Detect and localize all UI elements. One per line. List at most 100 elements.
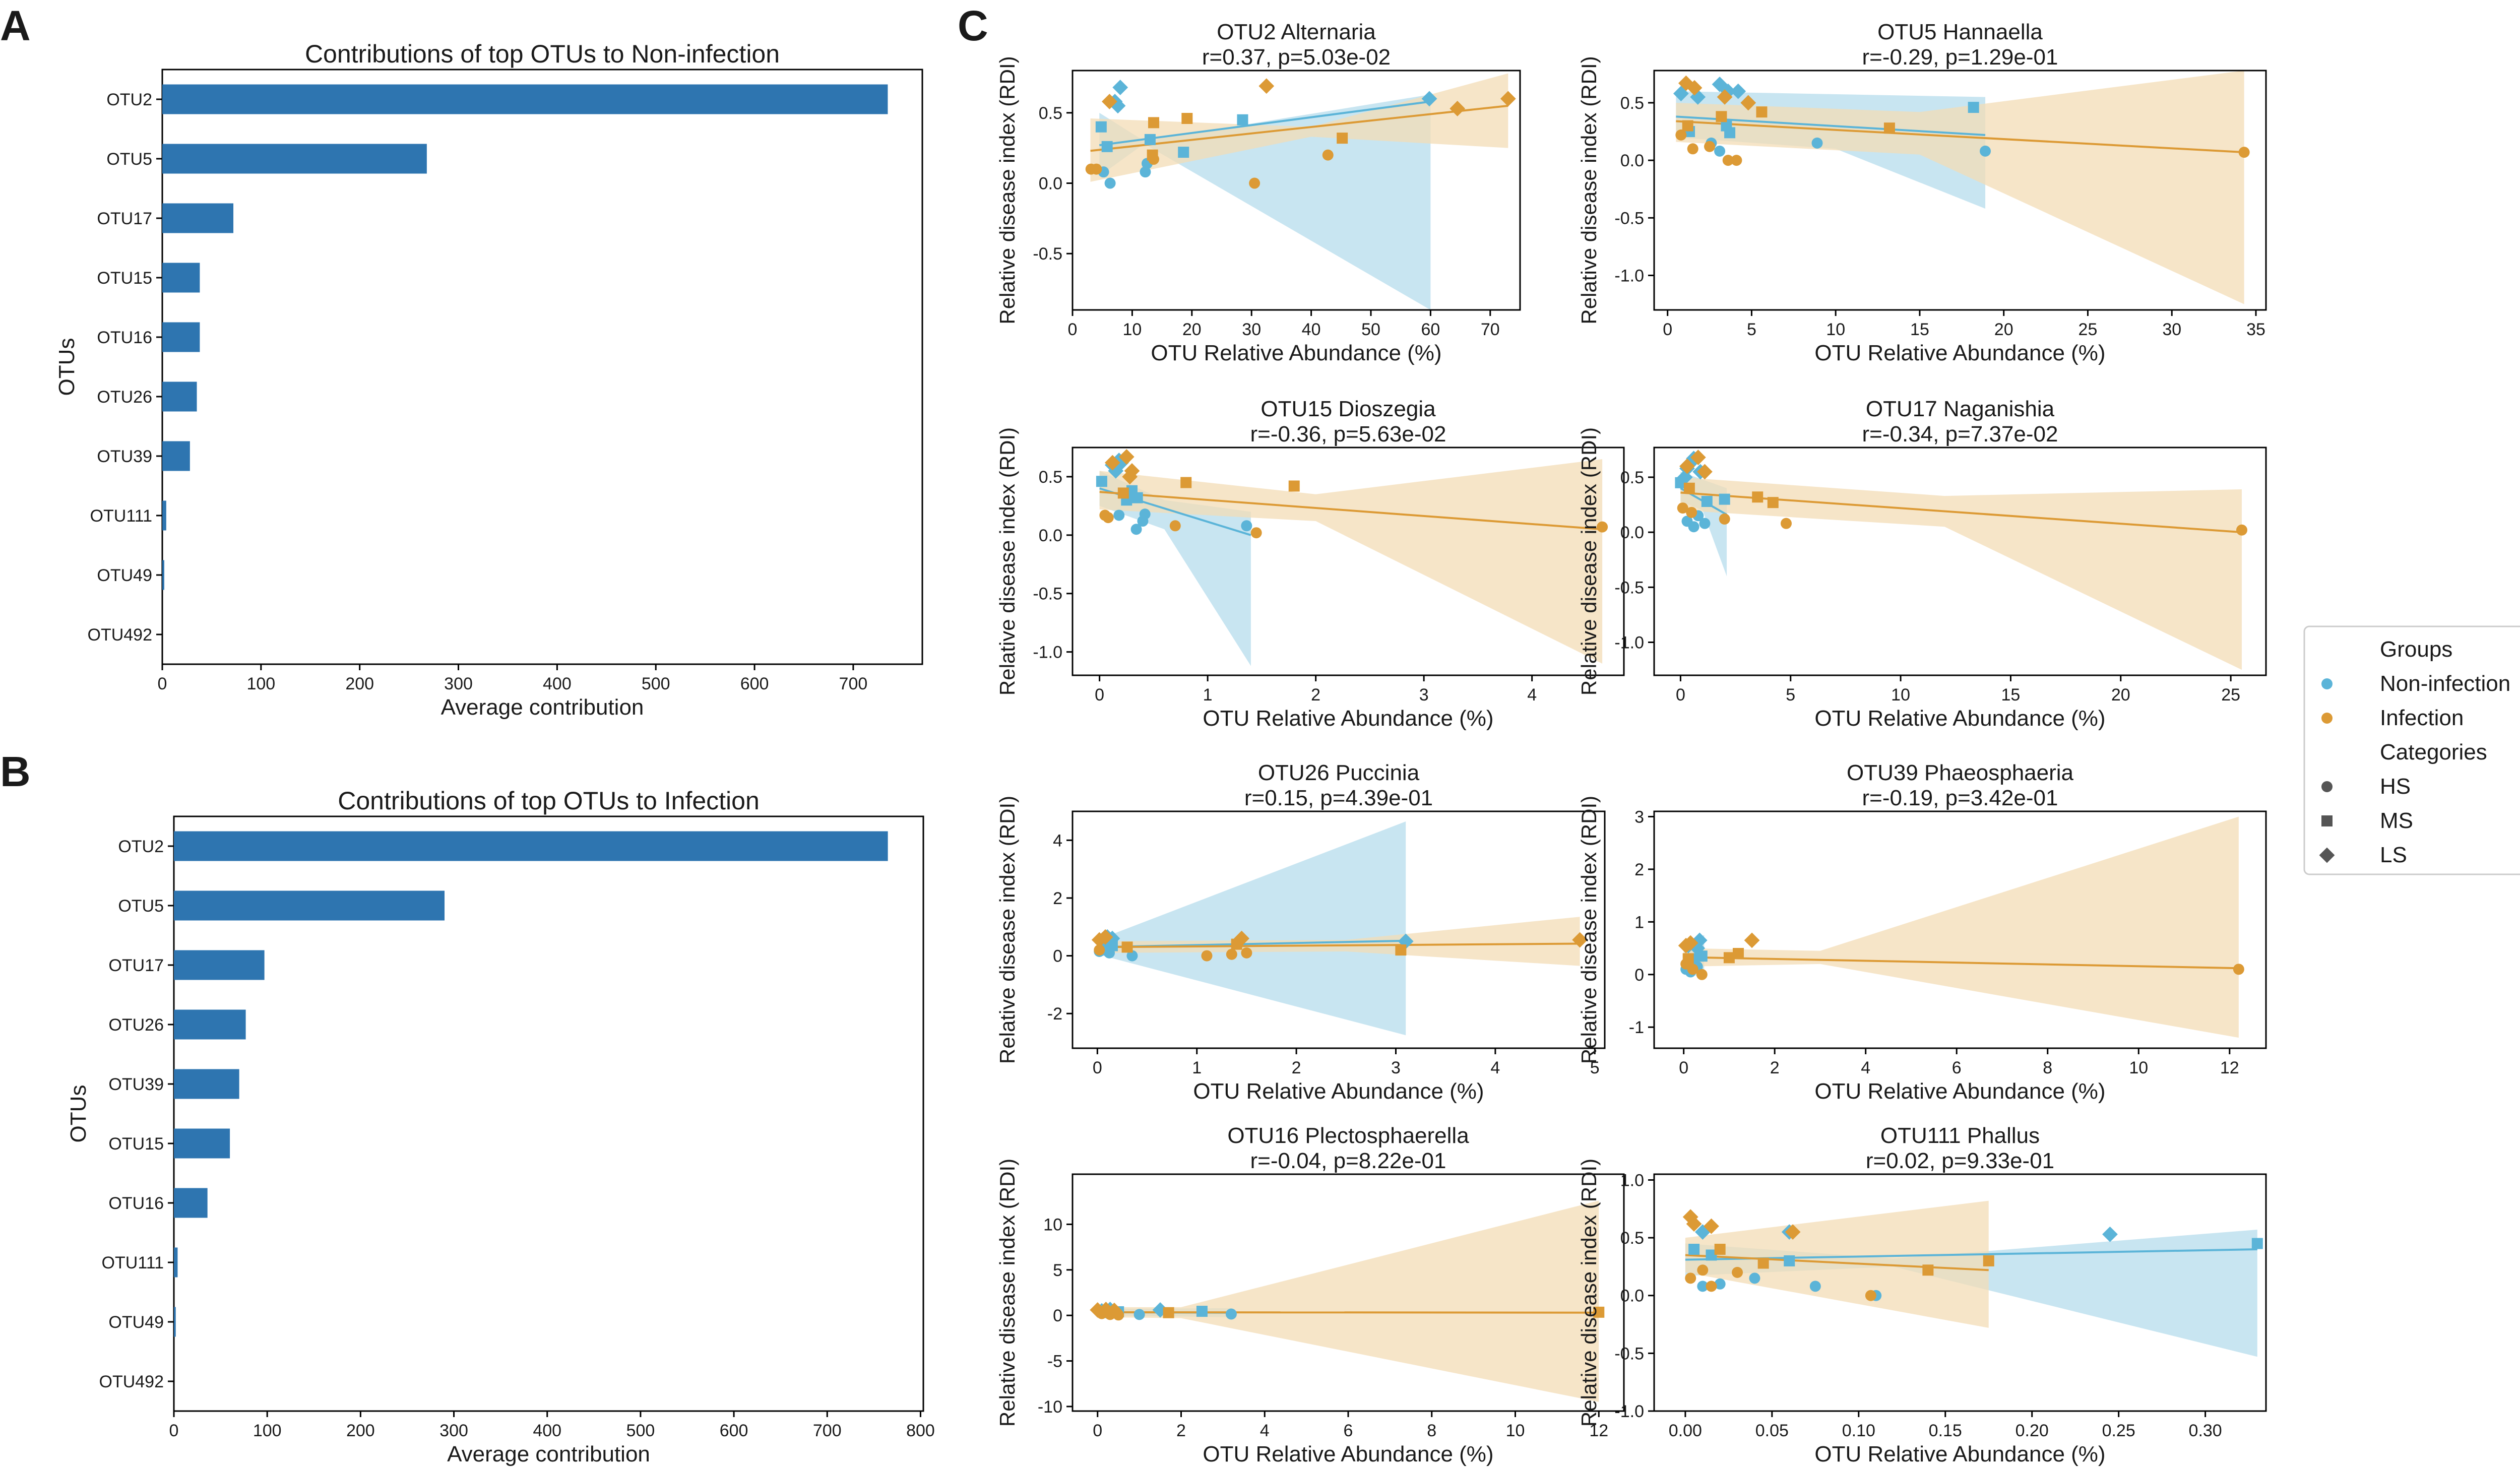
point-infection-ls <box>1106 1302 1122 1318</box>
y-tick-label: 1 <box>1634 913 1644 932</box>
legend-categories-title: Categories <box>2380 740 2487 764</box>
point-infection-ls <box>1090 1302 1106 1318</box>
bar-chart-a: Contributions of top OTUs to Non-infecti… <box>54 40 923 720</box>
y-tick-label: 2 <box>1634 860 1644 879</box>
x-tick-label: 0 <box>1676 685 1685 705</box>
chart-title: OTU39 Phaeosphaeria <box>1847 760 2074 785</box>
y-tick-label: -1.0 <box>1614 633 1644 652</box>
x-tick-label: 0 <box>1095 685 1104 705</box>
plot-frame <box>1653 1173 2267 1412</box>
x-tick-label: 600 <box>740 674 769 693</box>
bar-otu15 <box>174 1128 230 1159</box>
point-infection-hs <box>1704 141 1716 152</box>
point-non-infection-hs <box>1225 1308 1237 1320</box>
point-infection-hs <box>1226 948 1237 960</box>
x-axis-label: OTU Relative Abundance (%) <box>1193 1079 1484 1104</box>
point-infection-ms <box>1288 480 1300 492</box>
y-tick-label: 2 <box>1053 889 1062 908</box>
point-infection-ms <box>1757 1257 1769 1269</box>
chart-title: OTU26 Puccinia <box>1258 760 1420 785</box>
point-non-infection-hs <box>1714 145 1726 157</box>
chart-subtitle: r=0.37, p=5.03e-02 <box>1202 45 1391 70</box>
bar-otu5 <box>174 890 445 921</box>
bar-otu5 <box>162 144 427 174</box>
y-tick-label: -0.5 <box>1033 244 1062 264</box>
point-infection-hs <box>1241 947 1252 959</box>
point-infection-hs <box>1687 964 1698 975</box>
x-tick-label: 20 <box>1182 320 1202 339</box>
y-tick-label-otu5: OTU5 <box>106 150 152 169</box>
chart-subtitle: r=0.02, p=9.33e-01 <box>1866 1149 2054 1173</box>
point-non-infection-ms <box>2251 1238 2263 1249</box>
legend-marker-ls <box>2319 847 2335 863</box>
x-tick-label: 0.10 <box>1842 1421 1875 1440</box>
plot-frame <box>1072 810 1606 1049</box>
point-infection-hs <box>1169 520 1181 532</box>
chart-title: Contributions of top OTUs to Non-infecti… <box>305 40 780 68</box>
point-infection-ls <box>1097 929 1113 945</box>
point-infection-ls <box>1686 1216 1702 1232</box>
panel-label-a: A <box>0 2 31 49</box>
y-tick-label-otu111: OTU111 <box>90 506 152 526</box>
point-non-infection-ls <box>2102 1226 2118 1242</box>
x-tick-label: 0.15 <box>1929 1421 1962 1440</box>
point-infection-ms <box>1593 1306 1605 1318</box>
point-non-infection-hs <box>1749 1272 1760 1284</box>
x-axis-label: OTU Relative Abundance (%) <box>1203 1442 1493 1466</box>
legend-label-ls: LS <box>2380 843 2407 867</box>
x-tick-label: 8 <box>1427 1421 1436 1440</box>
point-non-infection-ms <box>1237 114 1248 125</box>
chart-title: OTU2 Alternaria <box>1217 20 1376 44</box>
point-non-infection-ms <box>1706 1249 1717 1261</box>
x-tick-label: 0.05 <box>1755 1421 1789 1440</box>
point-infection-hs <box>1731 155 1742 166</box>
chart-subtitle: r=-0.19, p=3.42e-01 <box>1862 786 2058 810</box>
point-infection-ms <box>1147 149 1158 161</box>
x-tick-label: 60 <box>1421 320 1440 339</box>
y-axis-label: OTUs <box>54 338 79 396</box>
y-tick-label: 0.5 <box>1620 94 1644 113</box>
y-axis-label: Relative disease index (RDI) <box>1577 427 1601 695</box>
x-tick-label: 40 <box>1302 320 1321 339</box>
y-tick-label: 0.0 <box>1620 523 1644 542</box>
point-non-infection-hs <box>1699 518 1711 529</box>
point-infection-ls <box>1740 95 1756 111</box>
x-tick-label: 0 <box>158 674 167 693</box>
y-tick-label: 0.5 <box>1039 468 1062 487</box>
x-tick-label: 300 <box>444 674 473 693</box>
chart-title: OTU5 Hannaella <box>1877 20 2043 44</box>
x-tick-label: 300 <box>439 1421 468 1440</box>
x-axis-label: OTU Relative Abundance (%) <box>1203 706 1493 731</box>
y-tick-label: -1.0 <box>1614 266 1644 285</box>
y-tick-label: 0 <box>1053 947 1062 966</box>
point-infection-hs <box>1597 521 1608 533</box>
plot-frame <box>1072 70 1521 311</box>
y-tick-label: -0.5 <box>1614 1344 1644 1363</box>
y-tick-label-otu49: OTU49 <box>108 1313 164 1332</box>
point-non-infection-ls <box>1720 83 1736 99</box>
point-non-infection-ms <box>1144 134 1156 145</box>
chart-title: Contributions of top OTUs to Infection <box>338 787 760 815</box>
point-infection-hs <box>1685 1272 1696 1284</box>
plot-frame <box>1653 810 2267 1049</box>
y-tick-label-otu5: OTU5 <box>118 897 164 916</box>
point-non-infection-hs <box>1714 1278 1726 1290</box>
x-tick-label: 20 <box>1994 320 2013 339</box>
bar-otu2 <box>174 831 888 861</box>
panel-label-b: B <box>0 748 31 795</box>
point-infection-hs <box>1675 129 1687 141</box>
y-tick-label: -5 <box>1047 1352 1062 1371</box>
x-tick-label: 0.00 <box>1669 1421 1702 1440</box>
y-tick-label: 0.0 <box>1620 1287 1644 1306</box>
point-infection-hs <box>1696 969 1708 980</box>
plot-frame <box>1653 70 2267 311</box>
point-non-infection-hs <box>1104 177 1116 189</box>
bar-otu39 <box>174 1069 239 1099</box>
y-axis-label: Relative disease index (RDI) <box>1577 796 1601 1064</box>
x-tick-label: 700 <box>839 674 868 693</box>
point-non-infection-ls <box>1152 1302 1168 1318</box>
point-infection-ms <box>1752 491 1763 503</box>
x-tick-label: 0 <box>1068 320 1078 339</box>
